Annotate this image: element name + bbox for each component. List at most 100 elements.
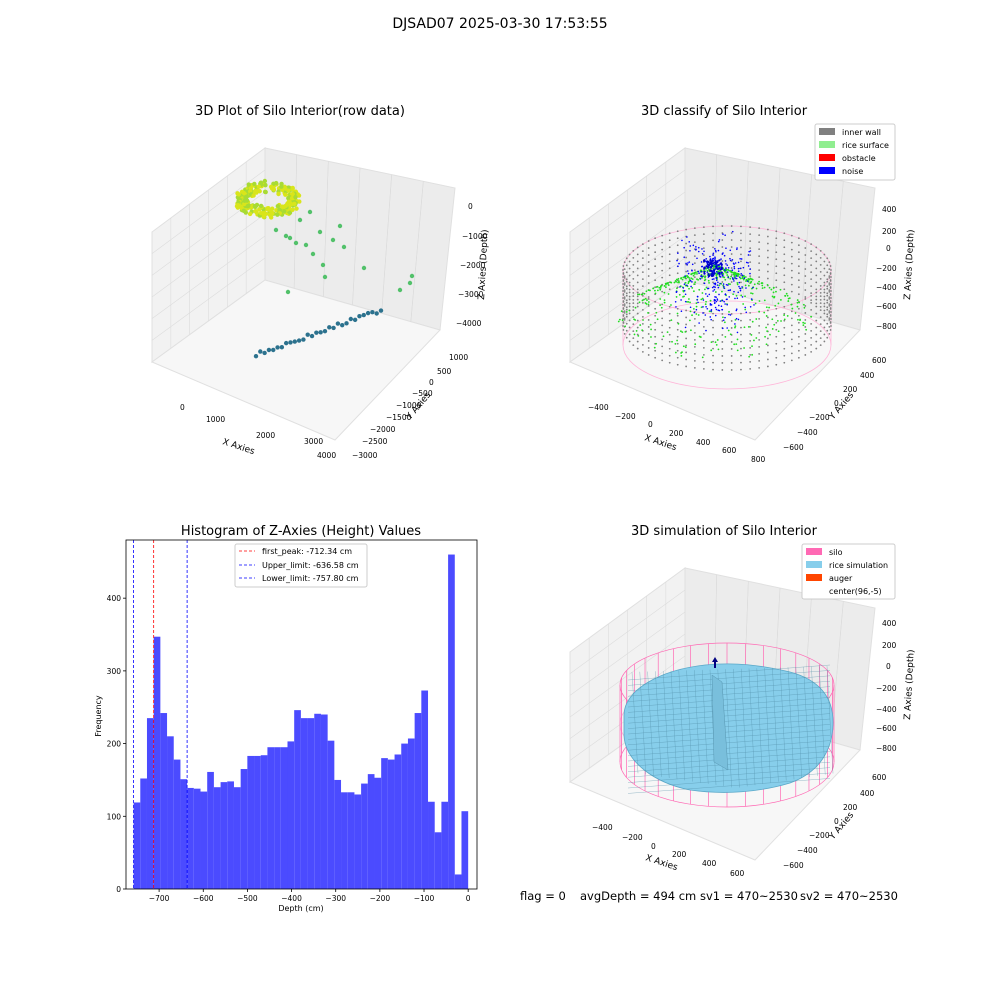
rice-surface-point	[758, 310, 761, 313]
inner-wall-point	[702, 254, 705, 257]
rice-surface-point	[640, 293, 643, 296]
noise-point	[708, 293, 711, 296]
noise-point	[731, 230, 734, 233]
inner-wall-point	[636, 298, 639, 301]
inner-wall-point	[797, 244, 800, 247]
rice-surface-point	[669, 281, 672, 284]
inner-wall-point	[702, 233, 705, 236]
inner-wall-point	[632, 330, 635, 332]
rice-surface-point	[647, 289, 650, 292]
inner-wall-point	[712, 225, 714, 228]
rice-surface-point	[772, 286, 775, 289]
rice-surface-point	[656, 285, 659, 288]
sim-z-tick-1: 200	[882, 641, 897, 650]
rice-surface-point	[765, 306, 768, 309]
raw-point	[251, 193, 256, 198]
inner-wall-point	[625, 271, 628, 274]
noise-point	[737, 261, 740, 264]
noise-point	[725, 267, 727, 269]
rice-surface-point	[653, 346, 656, 349]
inner-wall-point	[693, 262, 696, 265]
rice-surface-point	[633, 333, 636, 336]
inner-wall-point	[668, 260, 671, 263]
noise-point	[747, 262, 749, 264]
rice-surface-point	[681, 278, 684, 281]
noise-point	[729, 257, 731, 260]
noise-point	[696, 299, 699, 301]
inner-wall-point	[758, 255, 761, 258]
inner-wall-point	[628, 274, 631, 277]
rice-surface-point	[696, 273, 698, 275]
inner-wall-point	[775, 279, 778, 282]
inner-wall-point	[647, 305, 650, 307]
inner-wall-point	[668, 246, 671, 249]
inner-wall-point	[654, 272, 657, 275]
rice-surface-point	[637, 334, 640, 337]
rice-surface-point	[684, 284, 687, 287]
rice-surface-point	[736, 338, 739, 341]
inner-wall-point	[661, 345, 664, 348]
rice-surface-point	[665, 286, 667, 289]
noise-point	[737, 291, 740, 294]
inner-wall-point	[819, 323, 822, 325]
raw-plot: 0 1000 2000 3000 4000 X Axies 1000 500 0…	[150, 147, 491, 460]
inner-wall-point	[730, 320, 733, 322]
raw-point	[268, 215, 274, 220]
raw-point	[292, 201, 297, 207]
inner-wall-point	[815, 298, 818, 301]
inner-wall-point	[622, 265, 625, 267]
rice-surface-point	[774, 304, 777, 307]
noise-point	[683, 283, 686, 285]
noise-point	[724, 260, 727, 262]
inner-wall-point	[775, 230, 778, 233]
inner-wall-point	[783, 288, 786, 291]
legend-label-silo: silo	[829, 548, 843, 557]
inner-wall-point	[668, 333, 671, 336]
inner-wall-point	[712, 232, 714, 235]
rice-surface-point	[743, 275, 745, 277]
rice-surface-point	[724, 335, 727, 338]
rice-surface-point	[773, 323, 776, 326]
inner-wall-point	[810, 350, 813, 353]
inner-wall-point	[819, 337, 822, 339]
noise-point	[691, 281, 693, 283]
inner-wall-point	[740, 253, 742, 256]
rice-surface-point	[656, 318, 659, 321]
rice-surface-point	[729, 277, 732, 280]
inner-wall-point	[693, 366, 696, 369]
inner-wall-point	[668, 288, 671, 291]
noise-point	[737, 270, 740, 273]
noise-point	[735, 317, 738, 320]
inner-wall-point	[693, 345, 696, 348]
raw-point	[256, 184, 262, 189]
legend-lower-limit: Lower_limit: -757.80 cm	[262, 574, 359, 583]
inner-wall-point	[810, 294, 813, 297]
rice-surface-point	[727, 269, 730, 271]
noise-point	[732, 278, 735, 280]
rice-surface-point	[649, 289, 651, 292]
inner-wall-point	[766, 277, 769, 280]
noise-point	[696, 257, 698, 260]
inner-wall-point	[766, 351, 769, 354]
raw-point	[407, 280, 413, 286]
inner-wall-point	[797, 356, 800, 359]
sim-x-tick-5: 600	[730, 869, 745, 878]
rice-surface-point	[744, 308, 747, 311]
noise-point	[724, 269, 726, 272]
inner-wall-point	[721, 355, 724, 357]
rice-surface-point	[624, 325, 627, 328]
noise-point	[713, 278, 715, 280]
cls-x-tick-1: −200	[615, 412, 636, 421]
inner-wall-point	[823, 326, 826, 329]
inner-wall-point	[797, 237, 800, 240]
inner-wall-point	[632, 250, 635, 252]
inner-wall-point	[804, 275, 807, 277]
inner-wall-point	[647, 282, 650, 284]
inner-wall-point	[730, 362, 733, 364]
inner-wall-point	[693, 227, 696, 230]
rice-surface-point	[695, 305, 698, 308]
noise-point	[719, 300, 722, 302]
inner-wall-point	[730, 341, 733, 343]
rice-surface-point	[771, 295, 774, 298]
raw-z-tick-0: 0	[468, 202, 473, 211]
